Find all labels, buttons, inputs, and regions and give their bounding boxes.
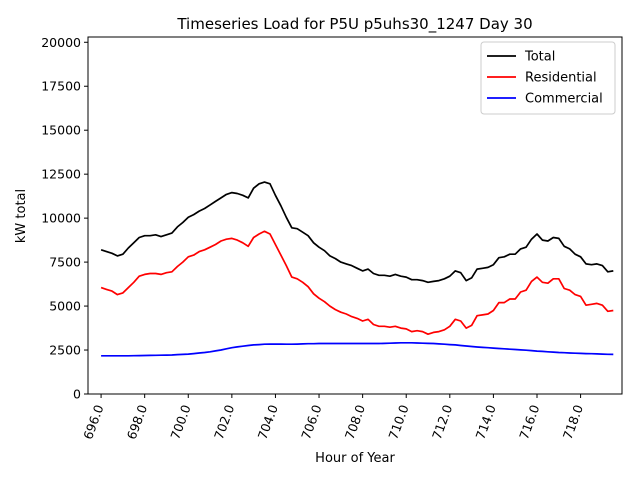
series-layer: [100, 181, 614, 357]
y-tick-label: 17500: [41, 79, 81, 94]
y-tick-label: 0: [73, 387, 81, 402]
y-tick-label: 15000: [41, 123, 81, 138]
series-line-commercial: [101, 341, 614, 357]
legend: Total Residential Commercial: [480, 41, 616, 115]
y-tick-label: 5000: [49, 299, 81, 314]
y-tick-label: 2500: [49, 343, 81, 358]
y-tick-label: 12500: [41, 167, 81, 182]
y-axis-title: kW total: [14, 189, 29, 243]
plot-frame: [87, 36, 623, 395]
y-tick-label: 7500: [49, 255, 81, 270]
x-axis-title: Hour of Year: [315, 451, 395, 466]
y-tick-label: 20000: [41, 35, 81, 50]
y-tick-label: 10000: [41, 211, 81, 226]
series-line-total: [100, 181, 614, 284]
series-line-residential: [100, 230, 614, 336]
y-axis: 0 2500 5000 7500 10000 12500 15000 17500 20000: [41, 35, 88, 402]
legend-label-commercial: Commercial: [525, 92, 603, 107]
legend-box: [480, 41, 616, 115]
legend-label-total: Total: [524, 50, 555, 65]
chart-title: Timeseries Load for P5U p5uhs30_1247 Day…: [176, 15, 532, 34]
legend-label-residential: Residential: [525, 71, 597, 86]
x-axis: 696.0 698.0 700.0 702.0 704.0 706.0 708.0 710.0…: [80, 394, 586, 441]
